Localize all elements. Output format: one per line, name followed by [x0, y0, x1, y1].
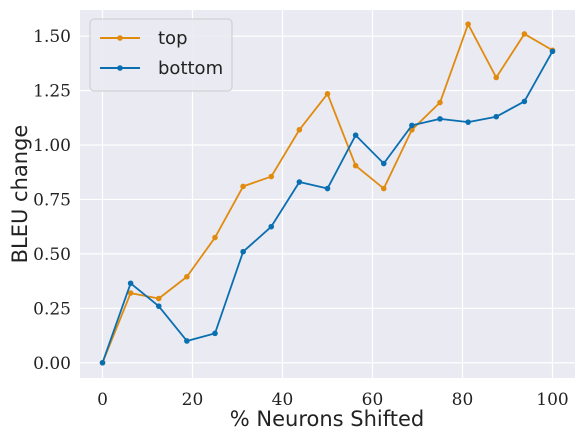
data-point-top [493, 74, 500, 81]
data-point-top [268, 173, 275, 180]
data-point-bottom [240, 248, 246, 255]
x-tick-label: 20 [182, 390, 204, 410]
data-point-top [437, 99, 443, 106]
legend-label-top: top [158, 28, 188, 49]
tick-labels: 0 20 40 60 80 100 0.00 0.25 0.50 0.75 1.00 1.25 1.50 [33, 27, 569, 410]
y-tick-label: 1.50 [33, 27, 71, 47]
data-point-top [296, 126, 303, 133]
data-point-top [240, 183, 246, 190]
data-point-bottom [324, 185, 331, 192]
data-point-top [465, 21, 471, 27]
y-tick-label: 1.00 [33, 136, 71, 156]
y-tick-label: 0.75 [33, 190, 71, 210]
data-point-bottom [268, 223, 275, 230]
data-point-top [380, 185, 387, 192]
data-point-bottom [127, 280, 134, 287]
y-tick-label: 0.25 [33, 299, 71, 319]
data-point-bottom [409, 122, 415, 129]
data-point-bottom [437, 116, 443, 122]
x-tick-label: 0 [97, 390, 108, 410]
data-point-bottom [155, 303, 162, 309]
data-point-bottom [549, 48, 556, 55]
data-point-bottom [184, 338, 190, 344]
legend-marker-top [117, 35, 123, 41]
data-point-top [155, 295, 162, 302]
x-tick-label: 60 [362, 390, 384, 410]
data-point-top [352, 162, 359, 169]
data-point-top [324, 91, 331, 97]
x-tick-label: 100 [536, 390, 568, 410]
data-point-top [127, 290, 134, 296]
legend-label-bottom: bottom [158, 58, 223, 79]
data-point-bottom [493, 113, 500, 120]
x-axis-label: % Neurons Shifted [230, 407, 425, 431]
x-tick-label: 40 [272, 390, 294, 410]
y-axis-label: BLEU change [8, 125, 32, 264]
data-point-bottom [296, 179, 303, 185]
data-point-bottom [380, 160, 387, 167]
data-point-bottom [99, 359, 106, 366]
x-tick-label: 80 [452, 390, 474, 410]
data-point-bottom [465, 119, 471, 125]
legend-marker-bottom [117, 65, 123, 71]
data-point-bottom [212, 330, 218, 337]
y-tick-label: 0.50 [33, 245, 71, 265]
data-point-top [521, 31, 528, 37]
legend: top bottom [89, 18, 233, 92]
grid [80, 10, 575, 378]
y-tick-label: 0.00 [33, 354, 71, 374]
series-lines [99, 21, 556, 366]
y-tick-label: 1.25 [33, 82, 71, 102]
data-point-bottom [521, 98, 528, 105]
data-point-top [184, 273, 190, 280]
data-point-top [212, 234, 218, 241]
data-point-bottom [352, 132, 359, 139]
